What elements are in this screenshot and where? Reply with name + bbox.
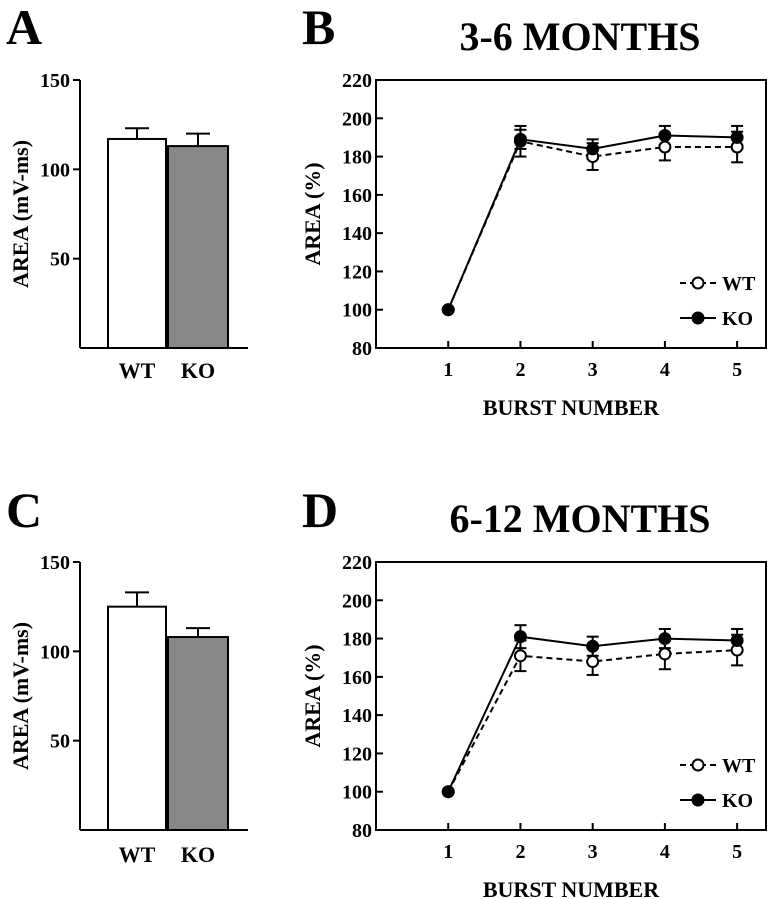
panel-a-y-tick-label: 50	[50, 249, 70, 271]
panel-d-y-tick-label: 80	[352, 820, 372, 842]
panel-d-point-ko	[441, 785, 455, 799]
panel-b-y-tick-label: 140	[342, 223, 372, 245]
panel-letter-a: A	[6, 0, 42, 55]
panel-d-x-tick-label: 3	[588, 841, 598, 863]
panel-c-y-tick-label: 100	[40, 641, 70, 663]
panel-b-plot-frame	[375, 79, 767, 349]
panel-d-plot-frame	[375, 561, 767, 831]
panel-b-chart: 80 100 120 140 160 180 200 220 1 2 3 4 5 WT KO BURST NU…	[300, 70, 767, 420]
panel-d-point-ko	[658, 632, 672, 646]
panel-c-category-label: KO	[181, 842, 215, 867]
panel-c-category-label: WT	[119, 842, 156, 867]
panel-a-chart: 50 100 150 WT KO AREA (mV-ms)	[8, 70, 248, 383]
panel-b-y-tick-label: 120	[342, 261, 372, 283]
panel-b-point-ko	[658, 129, 672, 143]
panel-d-y-tick-label: 100	[342, 782, 372, 804]
panel-b-legend-label-ko: KO	[722, 308, 753, 330]
panel-d-title: 6-12 MONTHS	[449, 496, 710, 541]
panel-b-y-tick-label: 100	[342, 300, 372, 322]
panel-d-y-tick-label: 160	[342, 667, 372, 689]
panel-d-legend-label-wt: WT	[722, 755, 756, 777]
panel-letter-d: D	[302, 482, 338, 538]
panel-d-y-tick-label: 220	[342, 552, 372, 574]
panel-d-x-tick-label: 5	[732, 841, 742, 863]
panel-a-y-tick-label: 150	[40, 70, 70, 92]
panel-b-y-tick-label: 200	[342, 108, 372, 130]
panel-d-point-ko	[730, 633, 744, 647]
panel-b-title: 3-6 MONTHS	[459, 14, 700, 59]
panel-d-point-wt	[586, 655, 600, 669]
panel-b-point-ko	[441, 303, 455, 317]
panel-c-y-tick-label: 50	[50, 731, 70, 753]
panel-b-x-tick-label: 3	[588, 359, 598, 381]
panel-d-x-tick-label: 4	[660, 841, 670, 863]
panel-b-x-tick-label: 5	[732, 359, 742, 381]
panel-d-chart: 80 100 120 140 160 180 200 220 1 2 3 4 5 WT KO BURST NU…	[300, 552, 767, 899]
panel-b-legend-label-wt: WT	[722, 273, 756, 295]
panel-letter-c: C	[6, 482, 42, 538]
panel-d-point-ko	[513, 630, 527, 644]
panel-b-x-axis-label: BURST NUMBER	[483, 395, 660, 420]
panel-d-y-tick-label: 200	[342, 590, 372, 612]
panel-c-bar-ko	[167, 636, 229, 831]
panel-d-legend-label-ko: KO	[722, 790, 753, 812]
panel-b-y-tick-label: 220	[342, 70, 372, 92]
panel-a-category-label: WT	[119, 358, 156, 383]
panel-d-point-wt	[513, 649, 527, 663]
panel-b-x-tick-label: 1	[443, 359, 453, 381]
panel-letter-b: B	[302, 0, 335, 55]
panel-b-point-wt	[658, 140, 672, 154]
panel-b-legend-marker-wt	[691, 276, 705, 290]
panel-d-y-tick-label: 120	[342, 743, 372, 765]
panel-c-y-tick-label: 150	[40, 552, 70, 574]
panel-b-point-ko	[513, 132, 527, 146]
panel-b-x-tick-label: 2	[515, 359, 525, 381]
panel-d-series-line-wt	[447, 649, 738, 793]
panel-d-y-tick-label: 180	[342, 629, 372, 651]
panel-a-y-tick-label: 100	[40, 159, 70, 181]
panel-d-x-tick-label: 2	[515, 841, 525, 863]
panel-d-y-tick-label: 140	[342, 705, 372, 727]
panel-d-y-axis-label: AREA (%)	[300, 644, 325, 747]
panel-d-x-tick-label: 1	[443, 841, 453, 863]
panel-b-y-axis-label: AREA (%)	[300, 162, 325, 265]
panel-a-bar-ko	[167, 145, 229, 349]
panel-b-point-ko	[730, 130, 744, 144]
panel-b-y-tick-label: 180	[342, 147, 372, 169]
panel-d-point-ko	[586, 639, 600, 653]
panel-a-bar-wt	[107, 137, 167, 349]
panel-d-x-axis-label: BURST NUMBER	[483, 877, 660, 899]
panel-c-bar-wt	[107, 605, 167, 832]
panel-b-point-ko	[586, 142, 600, 156]
panel-c-y-axis-label: AREA (mV-ms)	[8, 622, 33, 770]
panel-a-y-axis-label: AREA (mV-ms)	[8, 140, 33, 288]
panel-d-point-wt	[658, 647, 672, 661]
panel-d-legend-marker-ko	[691, 793, 705, 807]
panel-c-chart: 50 100 150 WT KO AREA (mV-ms)	[8, 552, 248, 867]
panel-b-y-tick-label: 80	[352, 338, 372, 360]
panel-d-legend-marker-wt	[691, 758, 705, 772]
panel-a-category-label: KO	[181, 358, 215, 383]
panel-b-y-tick-label: 160	[342, 185, 372, 207]
panel-b-legend-marker-ko	[691, 311, 705, 325]
panel-b-x-tick-label: 4	[660, 359, 670, 381]
